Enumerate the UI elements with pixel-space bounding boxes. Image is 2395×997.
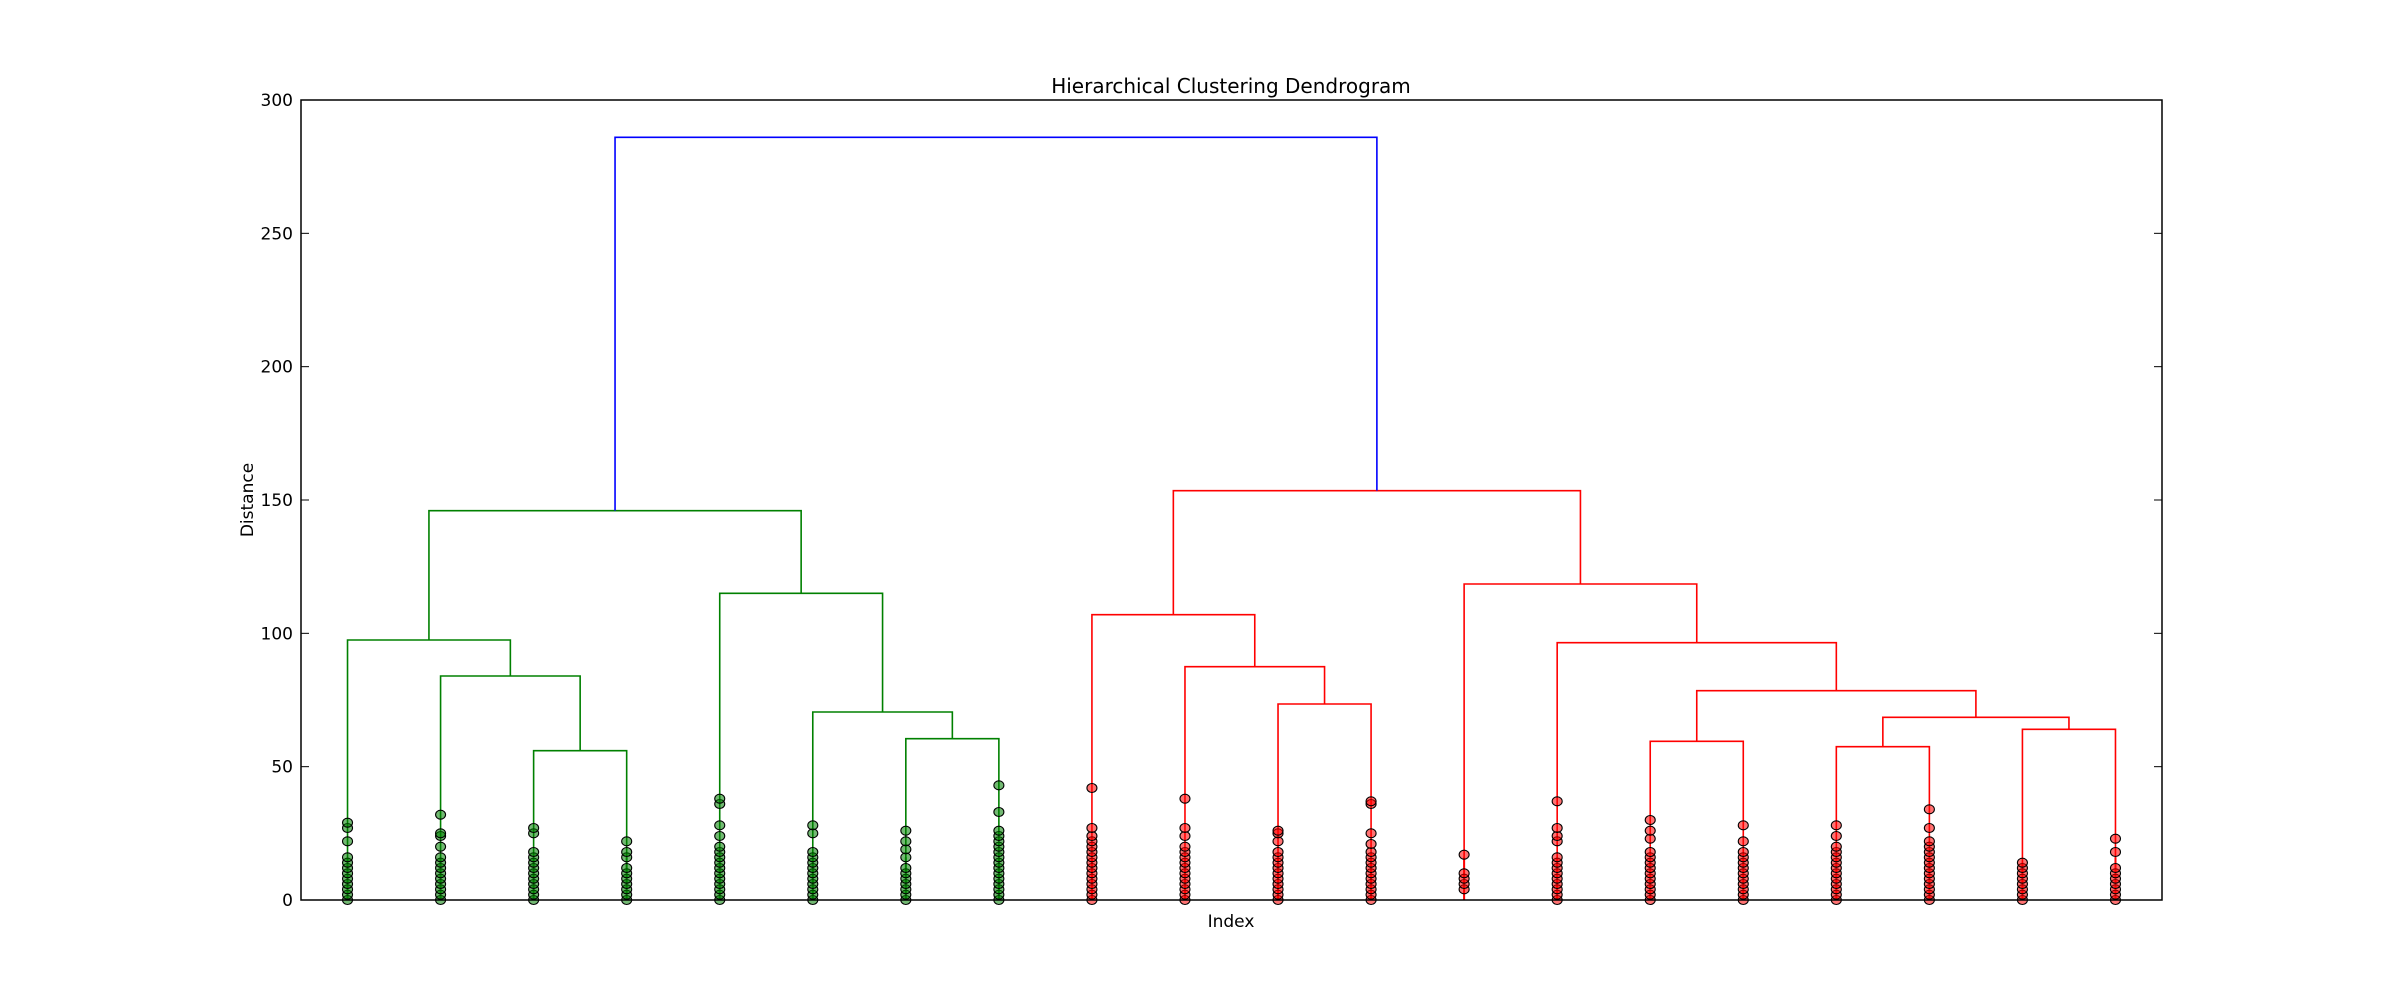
leaf-point <box>1551 822 1563 834</box>
dendrogram-link-g1 <box>532 749 628 900</box>
leaf-point <box>1737 846 1749 858</box>
leaf-point <box>1551 852 1563 863</box>
dendrogram-link-g6 <box>718 592 884 900</box>
leaf-point <box>993 806 1005 818</box>
leaf-point <box>2109 862 2122 874</box>
leaf-point <box>900 836 912 847</box>
leaf-point <box>1644 825 1656 836</box>
y-axis-title: Distance <box>238 463 258 537</box>
leaf-point <box>900 825 912 836</box>
leaf-point <box>435 841 447 852</box>
dendrogram-link-g7 <box>428 509 802 640</box>
leaf-point <box>993 780 1005 791</box>
y-tick-label: 300 <box>261 91 293 111</box>
chart-title: Hierarchical Clustering Dendrogram <box>1051 74 1411 98</box>
leaf-point <box>621 862 633 874</box>
leaf-point <box>528 846 540 858</box>
leaf-point <box>807 820 819 831</box>
x-axis-title: Index <box>1208 912 1255 932</box>
leaf-point <box>341 836 354 847</box>
dendrogram-link-r8 <box>1695 689 1977 742</box>
dendrogram-link-root <box>614 136 1378 511</box>
leaf-point <box>2016 857 2028 868</box>
leaf-point <box>2109 833 2122 844</box>
leaf-point <box>1179 822 1191 834</box>
y-tick-label: 150 <box>261 491 293 511</box>
dendrogram-link-r11 <box>1172 489 1582 615</box>
dendrogram-branches <box>346 136 2117 900</box>
leaf-point <box>1923 822 1935 834</box>
dendrogram-link-g5 <box>811 711 954 900</box>
leaf-point <box>1365 828 1377 839</box>
dendrogram-link-r1 <box>1277 703 1372 900</box>
y-axis-ticks: 0 50 100 150 200 250 300 <box>261 91 2162 911</box>
leaf-point <box>714 820 726 831</box>
leaf-point <box>1644 846 1656 858</box>
dendrogram-link-g4 <box>905 737 1000 900</box>
dendrogram-link-r9 <box>1556 641 1838 900</box>
leaf-point <box>1830 830 1842 842</box>
dendrogram-link-r2 <box>1184 665 1326 900</box>
leaf-point <box>528 822 540 834</box>
dendrogram-link-g2 <box>439 675 581 900</box>
leaf-point <box>341 817 354 828</box>
y-tick-label: 0 <box>282 891 293 911</box>
leaf-point <box>1086 782 1098 794</box>
leaf-point <box>1737 836 1749 847</box>
y-tick-label: 200 <box>261 358 293 378</box>
leaf-point <box>1644 814 1656 826</box>
leaf-point <box>2109 846 2122 858</box>
dendrogram-link-r4 <box>1649 740 1745 900</box>
dendrogram-link-r3 <box>1091 613 1256 900</box>
leaf-point <box>900 862 912 874</box>
leaf-point <box>1923 804 1935 815</box>
leaf-point <box>1365 838 1377 850</box>
leaf-point <box>435 809 447 820</box>
dendrogram-link-r6 <box>2021 728 2117 900</box>
leaf-point <box>1737 820 1749 831</box>
leaf-point <box>714 841 726 852</box>
leaf-point <box>1272 846 1284 858</box>
leaf-point <box>1830 820 1842 831</box>
leaf-point <box>1086 822 1098 834</box>
y-tick-label: 50 <box>271 758 293 778</box>
leaf-point <box>1551 796 1563 807</box>
leaf-point <box>714 793 726 804</box>
leaf-point <box>1458 868 1470 879</box>
leaf-point <box>993 825 1005 836</box>
leaf-point <box>1458 849 1470 860</box>
y-tick-label: 250 <box>261 224 293 244</box>
leaf-point <box>1830 841 1842 852</box>
leaf-point <box>1179 793 1191 804</box>
dendrogram-link-g3 <box>346 639 512 900</box>
leaf-point <box>1272 825 1284 836</box>
leaf-point <box>435 828 447 839</box>
leaf-point <box>621 836 633 847</box>
plot-frame <box>300 99 2163 901</box>
leaf-point <box>341 852 354 863</box>
leaf-point <box>1179 841 1191 852</box>
leaf-point <box>621 846 633 858</box>
leaf-point <box>714 830 726 842</box>
leaf-point <box>1923 836 1935 847</box>
leaf-point-clusters <box>341 780 2122 906</box>
leaf-point <box>807 846 819 858</box>
leaf-point <box>1365 796 1377 807</box>
leaf-point <box>435 852 447 863</box>
dendrogram-link-r5 <box>1835 745 1931 900</box>
dendrogram-link-r7 <box>1882 716 2070 747</box>
y-tick-label: 100 <box>261 624 293 644</box>
